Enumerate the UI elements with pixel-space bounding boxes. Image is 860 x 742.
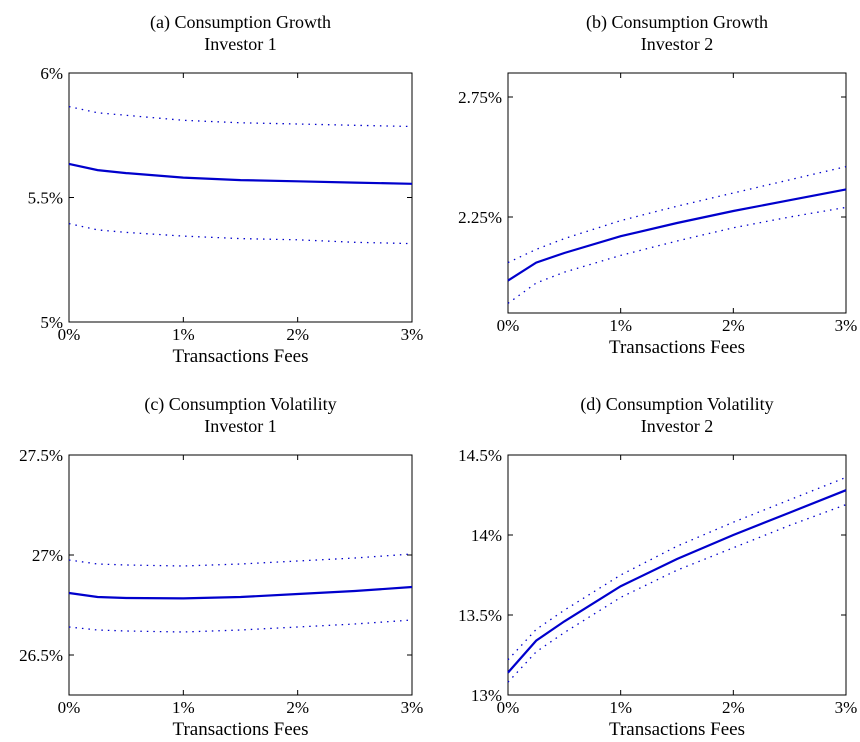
x-tick-label: 3% xyxy=(835,698,858,717)
y-tick-label: 27.5% xyxy=(19,446,63,465)
x-tick-label: 3% xyxy=(835,316,858,335)
plot-frame xyxy=(507,454,847,696)
chart-title: (b) Consumption Growth xyxy=(586,12,768,33)
series-line-upper-band xyxy=(507,165,847,264)
x-tick-label: 1% xyxy=(609,698,632,717)
series-line-upper-band xyxy=(507,476,847,661)
x-tick-label: 1% xyxy=(172,325,195,344)
chart-subtitle: Investor 2 xyxy=(641,416,713,436)
series-line-lower-band xyxy=(68,222,413,245)
x-tick-label: 2% xyxy=(722,316,745,335)
series-line-upper-band xyxy=(68,553,413,567)
series-line-lower-band xyxy=(507,206,847,304)
y-tick-label: 14% xyxy=(471,526,502,545)
y-tick-label: 2.25% xyxy=(458,208,502,227)
chart-title: (a) Consumption Growth xyxy=(150,12,331,33)
chart-subtitle: Investor 1 xyxy=(204,416,276,436)
y-tick-label: 14.5% xyxy=(458,446,502,465)
series-line-lower-band xyxy=(507,503,847,683)
series-line-mean xyxy=(507,489,847,674)
y-tick-label: 6% xyxy=(40,64,63,83)
plot-frame xyxy=(507,72,847,314)
x-tick-label: 1% xyxy=(609,316,632,335)
x-tick-label: 0% xyxy=(497,698,520,717)
y-tick-label: 5% xyxy=(40,313,63,332)
x-tick-label: 1% xyxy=(172,698,195,717)
y-tick-label: 13.5% xyxy=(458,606,502,625)
y-tick-label: 26.5% xyxy=(19,646,63,665)
x-tick-label: 0% xyxy=(497,316,520,335)
y-tick-label: 5.5% xyxy=(28,189,63,208)
x-tick-label: 3% xyxy=(401,325,424,344)
series-line-lower-band xyxy=(68,619,413,633)
x-tick-label: 3% xyxy=(401,698,424,717)
x-axis-label: Transactions Fees xyxy=(173,346,309,367)
series-line-mean xyxy=(507,188,847,282)
plot-frame xyxy=(68,454,413,696)
x-tick-label: 2% xyxy=(722,698,745,717)
chart-subtitle: Investor 2 xyxy=(641,34,713,54)
x-tick-label: 2% xyxy=(286,698,309,717)
x-axis-label: Transactions Fees xyxy=(609,719,745,740)
y-tick-label: 27% xyxy=(32,546,63,565)
y-tick-label: 13% xyxy=(471,686,502,705)
chart-title: (d) Consumption Volatility xyxy=(580,394,773,415)
series-line-mean xyxy=(68,162,413,185)
x-tick-label: 0% xyxy=(58,325,81,344)
x-axis-label: Transactions Fees xyxy=(609,337,745,358)
series-line-upper-band xyxy=(68,105,413,128)
y-tick-label: 2.75% xyxy=(458,88,502,107)
x-tick-label: 0% xyxy=(58,698,81,717)
plot-frame xyxy=(68,72,413,323)
x-tick-label: 2% xyxy=(286,325,309,344)
chart-subtitle: Investor 1 xyxy=(204,34,276,54)
chart-title: (c) Consumption Volatility xyxy=(144,394,336,415)
series-line-mean xyxy=(68,585,413,600)
x-axis-label: Transactions Fees xyxy=(173,719,309,740)
